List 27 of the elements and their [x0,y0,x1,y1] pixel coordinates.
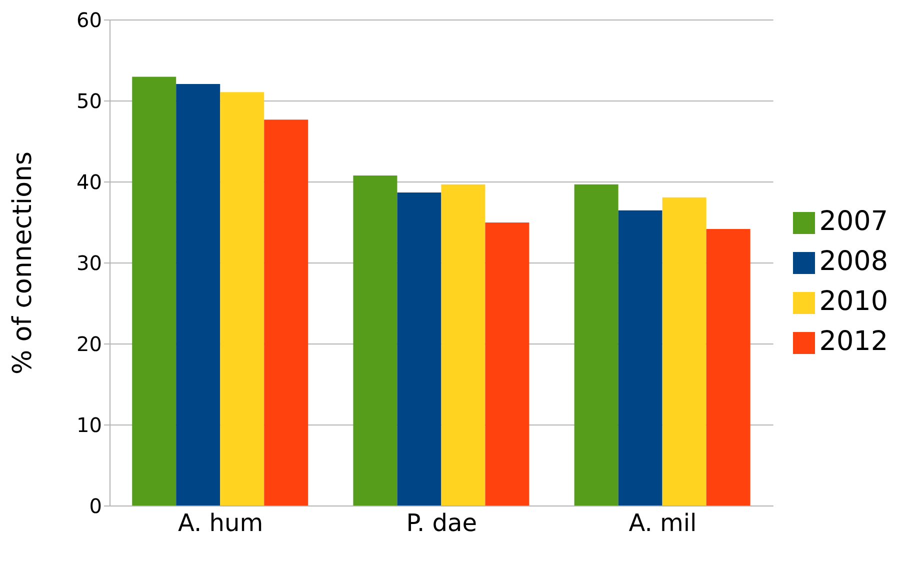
bar [220,92,264,506]
y-tick-label: 30 [76,251,102,276]
legend-label: 2007 [819,206,888,237]
bar [176,84,220,506]
bar [397,192,442,506]
legend-label: 2008 [819,246,888,277]
x-tick-label: A. hum [178,509,264,538]
bar [574,184,618,506]
bar [441,184,486,506]
bar [353,176,398,506]
bar [662,197,706,506]
y-tick-label: 10 [76,413,102,438]
y-tick-label: 60 [76,8,102,32]
y-tick-label: 50 [76,89,102,114]
legend-label: 2010 [819,286,888,317]
y-tick-label: 40 [76,170,102,194]
x-tick-label: P. dae [406,509,477,538]
y-tick-label: 0 [89,494,102,518]
bar [132,76,176,506]
bar [706,228,750,506]
bar [485,222,530,506]
legend-label: 2012 [819,326,888,357]
x-tick-label: A. mil [628,509,697,538]
y-tick-label: 20 [76,332,102,356]
bar [264,120,308,506]
y-axis-title: % of connections [8,151,38,375]
bar [618,210,662,506]
